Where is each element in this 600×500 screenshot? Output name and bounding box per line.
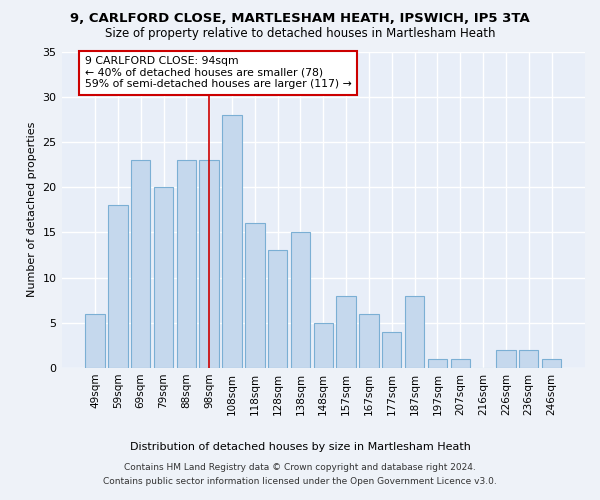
Bar [382,332,401,368]
Text: 9 CARLFORD CLOSE: 94sqm
← 40% of detached houses are smaller (78)
59% of semi-de: 9 CARLFORD CLOSE: 94sqm ← 40% of detache… [85,56,352,89]
Bar [176,160,196,368]
Bar [359,314,379,368]
Bar [405,296,424,368]
Bar [542,359,561,368]
Bar [519,350,538,368]
Text: Contains HM Land Registry data © Crown copyright and database right 2024.: Contains HM Land Registry data © Crown c… [124,464,476,472]
Bar [131,160,151,368]
Bar [337,296,356,368]
Bar [428,359,447,368]
Bar [451,359,470,368]
Bar [222,115,242,368]
Bar [245,224,265,368]
Bar [108,205,128,368]
Bar [85,314,105,368]
Bar [154,187,173,368]
Bar [496,350,515,368]
Bar [314,323,333,368]
Bar [268,250,287,368]
Text: Contains public sector information licensed under the Open Government Licence v3: Contains public sector information licen… [103,477,497,486]
Bar [199,160,219,368]
Text: 9, CARLFORD CLOSE, MARTLESHAM HEATH, IPSWICH, IP5 3TA: 9, CARLFORD CLOSE, MARTLESHAM HEATH, IPS… [70,12,530,26]
Bar [291,232,310,368]
Text: Distribution of detached houses by size in Martlesham Heath: Distribution of detached houses by size … [130,442,470,452]
Y-axis label: Number of detached properties: Number of detached properties [27,122,37,298]
Text: Size of property relative to detached houses in Martlesham Heath: Size of property relative to detached ho… [105,28,495,40]
